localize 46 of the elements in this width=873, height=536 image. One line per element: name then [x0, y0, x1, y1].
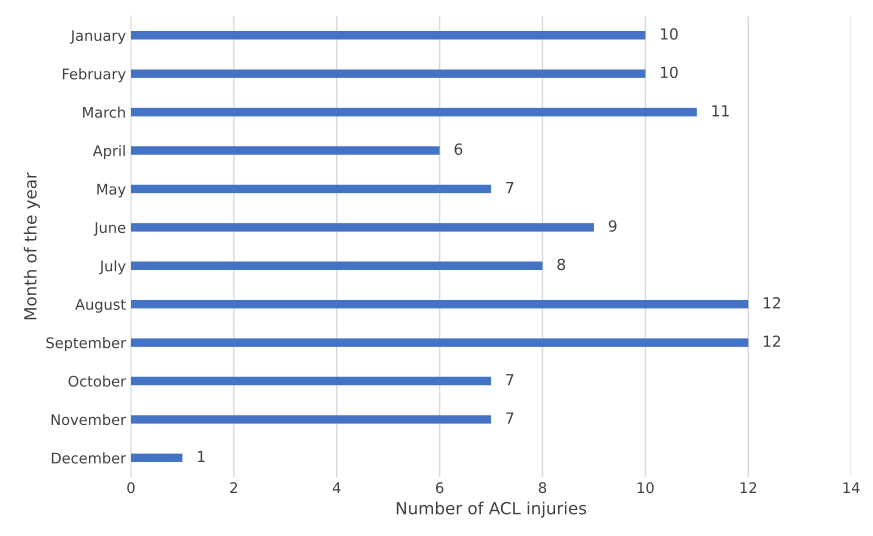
x-tick-label: 2 [230, 482, 238, 493]
y-tick-label: August [75, 299, 126, 313]
data-label: 9 [608, 220, 616, 232]
x-axis-title: Number of ACL injuries [396, 502, 586, 518]
y-axis-title: Month of the year [24, 172, 40, 320]
x-tick-label: 8 [538, 482, 546, 494]
x-tick-label: 12 [740, 482, 756, 493]
y-tick-label: September [46, 337, 126, 352]
data-label: 12 [764, 297, 780, 308]
y-tick-label: December [52, 452, 126, 464]
y-tick-label: May [97, 184, 126, 198]
y-tick-label: November [52, 414, 126, 426]
bar [130, 300, 748, 308]
y-tick-label: October [68, 375, 126, 387]
data-label: 7 [506, 182, 514, 194]
y-tick-label: July [99, 260, 126, 274]
x-tick-label: 14 [844, 482, 860, 493]
x-tick-label: 10 [638, 482, 654, 494]
data-label: 6 [454, 143, 462, 155]
y-tick-label: March [83, 106, 125, 118]
data-label: 1 [198, 450, 205, 462]
bar [130, 223, 594, 232]
bar [130, 454, 182, 462]
bar [130, 31, 646, 40]
x-tick-label: 4 [332, 482, 341, 493]
data-label: 7 [506, 412, 514, 424]
bar [130, 69, 646, 78]
bar [130, 338, 748, 347]
bar [130, 415, 492, 424]
data-label: 12 [764, 335, 780, 347]
data-label: 11 [712, 105, 729, 116]
bar [130, 184, 492, 194]
x-tick-label: 6 [436, 482, 444, 494]
data-label: 7 [506, 374, 514, 386]
bar [130, 376, 492, 386]
y-tick-label: April [92, 144, 125, 160]
y-tick-label: February [62, 68, 126, 82]
y-tick-label: June [94, 222, 126, 236]
x-tick-label: 0 [127, 482, 135, 494]
bar [130, 146, 440, 155]
data-label: 8 [557, 258, 566, 270]
y-tick-label: January [70, 30, 126, 44]
bar [130, 262, 543, 270]
data-label: 10 [660, 66, 678, 78]
data-label: 10 [660, 28, 678, 40]
bar [130, 108, 697, 116]
